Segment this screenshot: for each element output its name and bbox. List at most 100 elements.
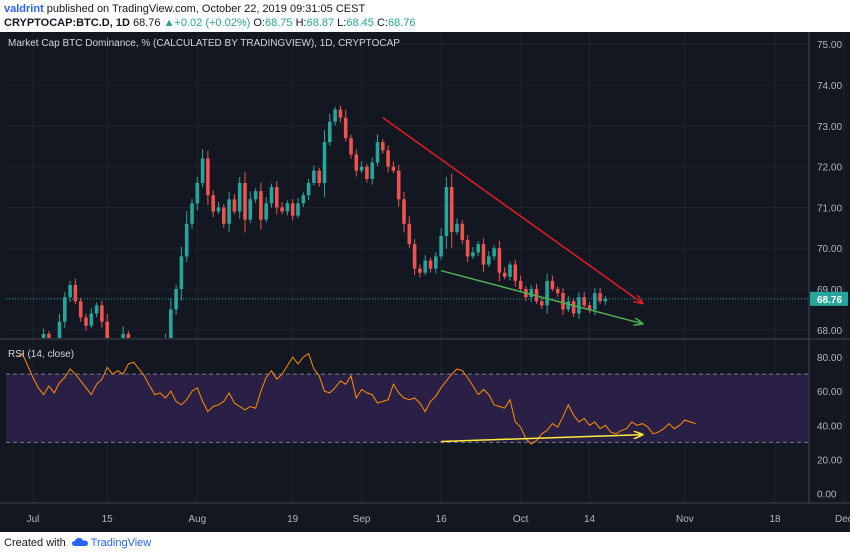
candle-body xyxy=(174,289,178,310)
footer-text: Created with TradingView xyxy=(4,537,151,549)
open-value: 68.75 xyxy=(264,17,293,29)
close-value: 68.76 xyxy=(387,17,416,29)
candle-body xyxy=(227,199,231,224)
candle-body xyxy=(269,187,274,204)
candle-body xyxy=(328,121,332,143)
rsi-line xyxy=(16,352,696,445)
candle-body xyxy=(492,248,496,257)
candle-body xyxy=(529,289,533,298)
candle-body xyxy=(593,293,597,310)
close-label: C: xyxy=(376,17,388,29)
x-tick-label: 15 xyxy=(102,514,114,525)
open-label: O: xyxy=(253,17,265,29)
published-text: published on TradingView.com, October 22… xyxy=(43,3,366,15)
price-pane-title: Market Cap BTC Dominance, % (CALCULATED … xyxy=(8,38,400,49)
candle-body xyxy=(540,301,544,306)
candle-body xyxy=(322,142,327,183)
candle-body xyxy=(47,333,51,338)
candle-body xyxy=(121,333,125,338)
candle-body xyxy=(338,109,343,118)
candle-body xyxy=(280,207,284,212)
candle-body xyxy=(73,284,78,302)
candle-body xyxy=(232,199,237,212)
candle-body xyxy=(502,272,507,277)
high-label: H: xyxy=(295,17,307,29)
candle-body xyxy=(349,138,353,155)
candle-body xyxy=(259,191,263,220)
candle-body xyxy=(375,142,380,163)
price-pane: 68.00 69.00 70.00 71.00 72.00 73.00 74.00 75.00… xyxy=(6,32,848,502)
candle-body xyxy=(222,207,226,224)
author-link[interactable]: valdrint xyxy=(4,3,44,15)
x-tick-label: Dec xyxy=(835,514,850,525)
candle-body xyxy=(237,182,242,212)
candle-body xyxy=(211,195,215,212)
candle-body xyxy=(518,280,523,290)
x-tick-label: 16 xyxy=(436,514,448,525)
x-tick-label: 14 xyxy=(584,514,596,525)
candle-body xyxy=(465,240,470,257)
candle-body xyxy=(248,199,253,220)
x-tick-label: 19 xyxy=(287,514,299,525)
candle-body xyxy=(571,301,576,314)
x-tick-label: 18 xyxy=(769,514,781,525)
candle-body xyxy=(275,187,279,208)
time-axis[interactable]: Jul 15 Aug 19 Sep 16 Oct 14 Nov 18 Dec xyxy=(27,514,850,525)
candle-body xyxy=(471,252,475,257)
candle-body xyxy=(566,301,571,310)
up-triangle-icon: ▲ xyxy=(163,17,175,29)
rsi-band xyxy=(6,374,808,443)
price-tick-label: 74.00 xyxy=(817,81,842,92)
candle-body xyxy=(370,162,374,179)
candle-body xyxy=(333,109,337,122)
chart-area[interactable]: 68.00 69.00 70.00 71.00 72.00 73.00 74.00 75.00… xyxy=(0,32,850,532)
candle-body xyxy=(285,203,290,212)
candle-body xyxy=(513,264,518,281)
candle-body xyxy=(439,236,443,257)
footer: Created with TradingView xyxy=(0,532,850,555)
candle-body xyxy=(190,203,194,224)
candle-body xyxy=(407,223,412,245)
candle-body xyxy=(57,321,62,338)
candle-body xyxy=(444,187,449,236)
price-tick-label: 75.00 xyxy=(817,40,842,51)
candle-body xyxy=(460,223,465,241)
candle-body xyxy=(317,170,321,183)
rsi-tick-label: 60.00 xyxy=(817,387,842,398)
candle-body xyxy=(455,223,459,232)
ohlc-line: CRYPTOCAP:BTC.D, 1D 68.76 ▲+0.02 (+0.02%… xyxy=(4,17,415,29)
candle-body xyxy=(449,187,454,232)
symbol-label: CRYPTOCAP:BTC.D, 1D xyxy=(4,17,130,29)
candle-body xyxy=(434,256,438,269)
red-trendline xyxy=(382,117,643,304)
candle-body xyxy=(402,199,406,224)
x-tick-label: Aug xyxy=(188,514,206,525)
candle-body xyxy=(78,301,83,318)
price-tick-label: 71.00 xyxy=(817,203,842,214)
chart-header: valdrint published on TradingView.com, O… xyxy=(0,0,850,32)
low-value: 68.45 xyxy=(346,17,374,29)
publish-line: valdrint published on TradingView.com, O… xyxy=(4,3,365,15)
candle-body xyxy=(577,297,581,314)
x-tick-label: Oct xyxy=(513,514,529,525)
candle-body xyxy=(545,280,549,306)
last-value: 68.76 xyxy=(132,17,161,29)
x-tick-label: Jul xyxy=(27,514,40,525)
yellow-trendline xyxy=(441,435,642,443)
candle-body xyxy=(396,170,401,200)
candle-body xyxy=(587,305,592,310)
candle-body xyxy=(301,195,306,204)
candle-body xyxy=(41,333,46,338)
candle-body xyxy=(481,244,486,265)
tradingview-brand[interactable]: TradingView xyxy=(90,537,152,549)
candle-body xyxy=(603,298,608,302)
price-tick-label: 72.00 xyxy=(817,163,842,174)
candle-body xyxy=(200,158,205,183)
candle-body xyxy=(206,158,210,196)
x-tick-label: Nov xyxy=(676,514,694,525)
rsi-tick-label: 0.00 xyxy=(817,489,837,500)
price-tick-label: 68.00 xyxy=(817,326,842,337)
rsi-tick-label: 20.00 xyxy=(817,455,842,466)
candle-body xyxy=(105,321,109,338)
price-tick-label: 70.00 xyxy=(817,244,842,255)
